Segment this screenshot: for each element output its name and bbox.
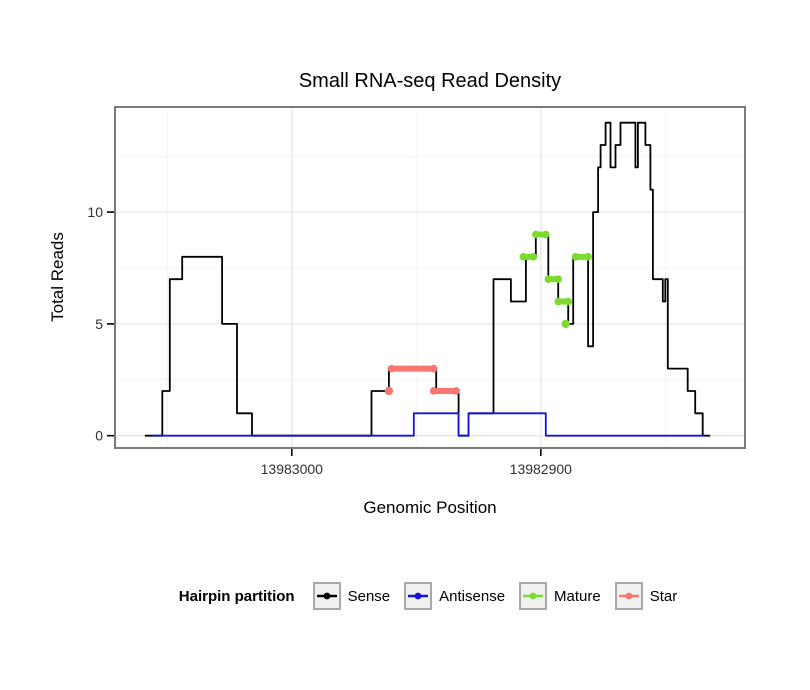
y-axis-title: Total Reads xyxy=(48,232,67,322)
legend-key-star-icon xyxy=(614,582,643,610)
series-mature-point xyxy=(571,253,580,261)
series-star-point xyxy=(384,386,394,396)
legend-label-mature: Mature xyxy=(554,587,601,605)
series-mature-point xyxy=(584,253,592,261)
legend: Hairpin partition Sense Antisense Mature St… xyxy=(0,582,810,610)
legend-item-antisense: Antisense xyxy=(404,582,505,610)
legend-key-mature-icon xyxy=(519,582,548,610)
chart-title: Small RNA-seq Read Density xyxy=(298,70,562,92)
legend-items: Sense Antisense Mature Star xyxy=(312,582,678,610)
series-sense-line xyxy=(144,121,711,437)
legend-title: Hairpin partition xyxy=(178,587,295,605)
legend-label-antisense: Antisense xyxy=(439,587,506,605)
series-mature-point xyxy=(529,253,538,261)
series-mature-point xyxy=(554,275,563,283)
series-mature-point xyxy=(564,297,573,306)
legend-item-star: Star xyxy=(614,582,678,610)
series-star-point xyxy=(429,364,438,373)
x-tick-label: 13982900 xyxy=(510,461,573,477)
series-mature-point xyxy=(554,297,563,306)
x-tick-label: 13983000 xyxy=(261,461,324,477)
series-star-point xyxy=(429,387,438,395)
x-axis-title: Genomic Position xyxy=(363,498,497,517)
panel-border xyxy=(114,106,746,449)
series-star-point xyxy=(387,364,396,373)
series-mature-point xyxy=(544,275,553,283)
legend-item-sense: Sense xyxy=(312,582,391,610)
series-mature-point xyxy=(541,230,550,239)
series-star-point xyxy=(452,387,460,395)
legend-label-sense: Sense xyxy=(347,587,391,605)
legend-label-star: Star xyxy=(649,587,678,605)
legend-item-mature: Mature xyxy=(519,582,601,610)
series-antisense-line xyxy=(152,412,706,437)
y-tick-label: 10 xyxy=(87,204,103,220)
legend-key-antisense-icon xyxy=(404,582,433,610)
y-tick-label: 5 xyxy=(95,316,103,332)
series-mature-point xyxy=(532,230,540,239)
series-mature-point xyxy=(561,319,570,329)
series-mature-point xyxy=(519,253,528,261)
y-tick-label: 0 xyxy=(95,428,103,444)
legend-key-sense-icon xyxy=(312,582,341,610)
